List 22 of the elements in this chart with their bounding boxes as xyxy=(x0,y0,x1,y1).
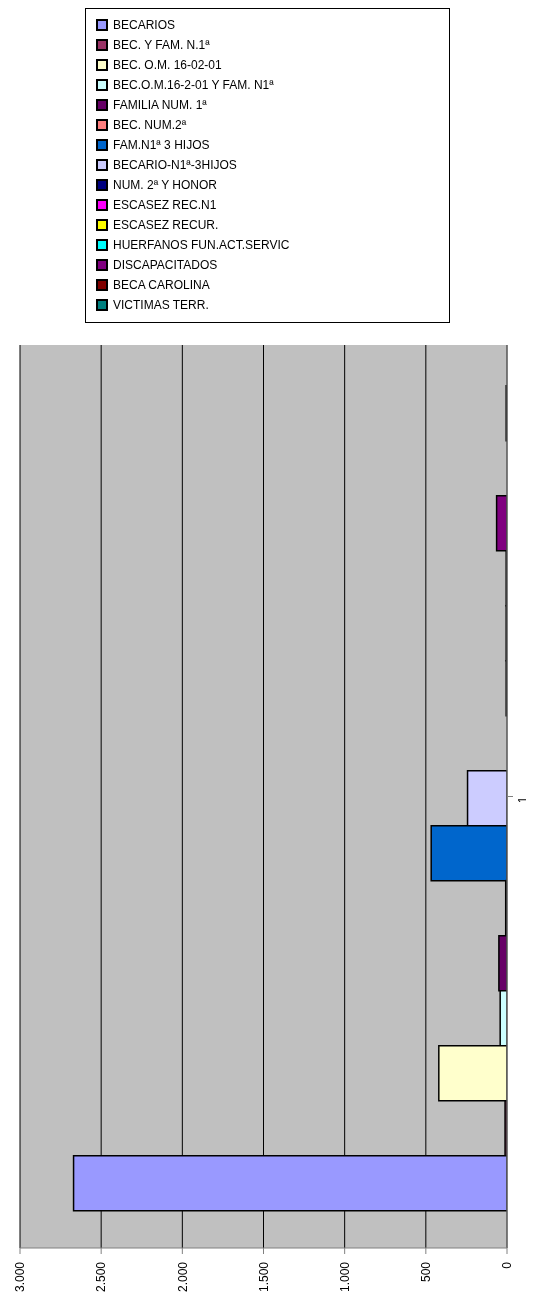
x-tick-label: 500 xyxy=(419,1261,434,1283)
legend-label: DISCAPACITADOS xyxy=(113,258,218,272)
legend-label: NUM. 2ª Y HONOR xyxy=(113,178,218,192)
legend-label: ESCASEZ REC.N1 xyxy=(113,198,217,212)
x-tick-label: 3.000 xyxy=(13,1261,28,1293)
legend-label: BECA CAROLINA xyxy=(113,278,210,292)
x-tick-label: 1.000 xyxy=(337,1261,352,1293)
x-tick-label: 2.000 xyxy=(175,1261,190,1293)
x-tick-label: 2.500 xyxy=(94,1261,109,1293)
legend-label: FAM.N1ª 3 HIJOS xyxy=(113,138,210,152)
legend-label: HUERFANOS FUN.ACT.SERVIC xyxy=(113,238,290,252)
legend-label: VICTIMAS TERR. xyxy=(113,298,209,312)
legend-label: BECARIOS xyxy=(113,18,176,32)
legend-label: BEC. Y FAM. N.1ª xyxy=(113,38,210,52)
legend-label: BEC.O.M.16-2-01 Y FAM. N1ª xyxy=(113,78,274,92)
legend-label: ESCASEZ RECUR. xyxy=(113,218,219,232)
legend-label: BEC. NUM.2ª xyxy=(113,118,187,132)
legend-label: BECARIO-N1ª-3HIJOS xyxy=(113,158,237,172)
legend-label: BEC. O.M. 16-02-01 xyxy=(113,58,222,72)
legend-label: FAMILIA NUM. 1ª xyxy=(113,98,207,112)
x-tick-label: 0 xyxy=(500,1261,515,1269)
x-tick-label: 1.500 xyxy=(256,1261,271,1293)
